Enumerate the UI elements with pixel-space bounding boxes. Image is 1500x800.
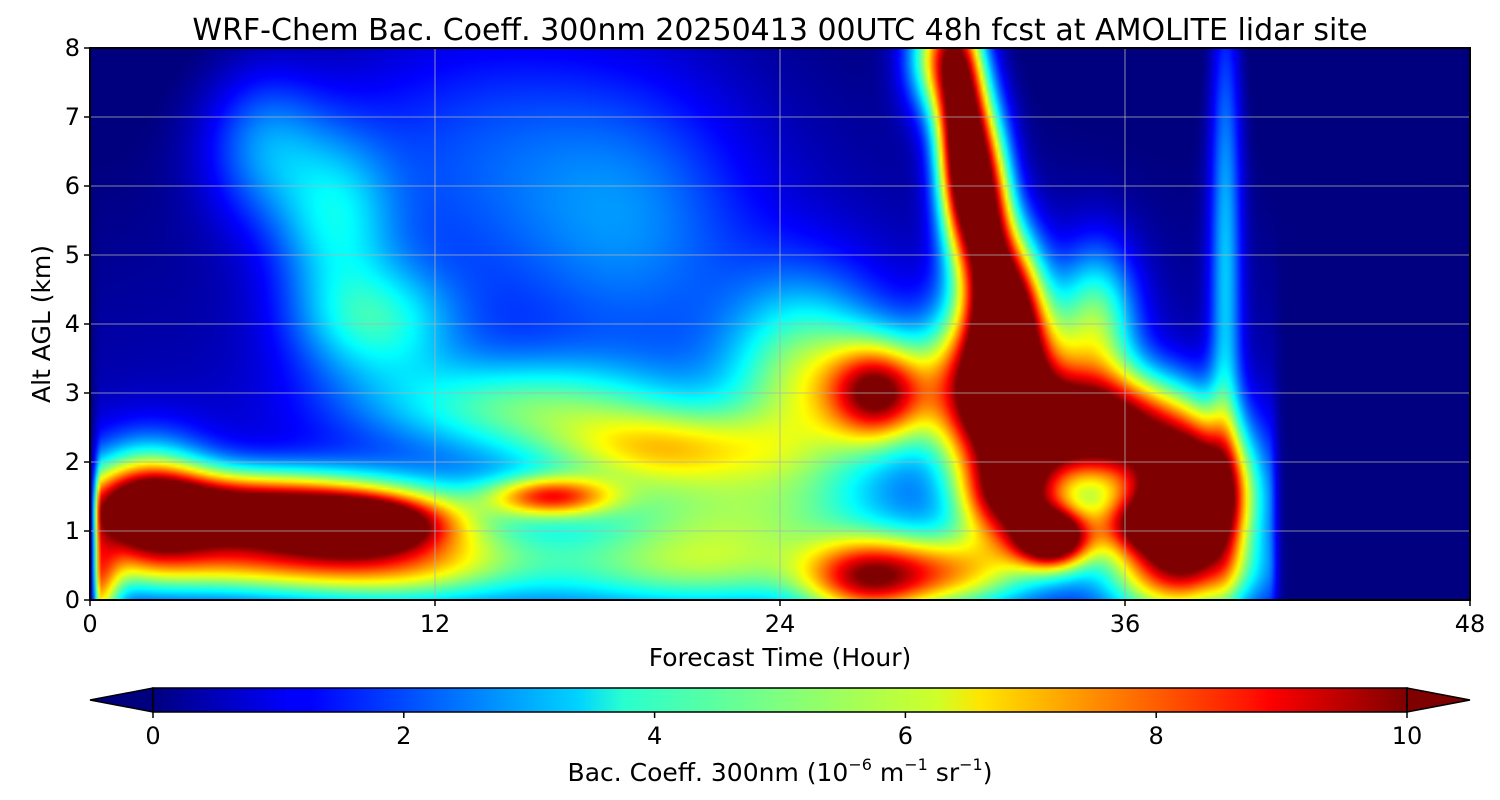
y-tick-label: 7 [65,103,80,131]
chart-title: WRF-Chem Bac. Coeff. 300nm 20250413 00UT… [192,13,1367,48]
colorbar-tick-label: 4 [647,722,662,750]
y-tick-label: 5 [65,241,80,269]
x-tick-label: 0 [82,610,97,638]
x-tick-label: 48 [1455,610,1486,638]
x-axis-ticks: 0 12 24 36 48 [82,600,1485,638]
colorbar-label-mid: m [872,758,904,787]
colorbar-over-triangle [1406,687,1471,713]
x-tick-label: 24 [765,610,796,638]
y-tick-label: 0 [65,586,80,614]
y-tick-label: 3 [65,379,80,407]
colorbar-tick-label: 10 [1392,722,1423,750]
colorbar-under-triangle [89,687,154,713]
x-axis-label: Forecast Time (Hour) [649,643,912,672]
x-tick-label: 36 [1110,610,1141,638]
y-tick-label: 2 [65,448,80,476]
colorbar-label-exp3: −1 [959,755,983,774]
colorbar-bar [152,687,1408,713]
y-tick-label: 4 [65,310,80,338]
colorbar: 0 2 4 6 8 10 Bac. Coeff. 300nm (10−6 m−1 sr−1… [89,687,1471,787]
colorbar-label-mid2: sr [928,758,960,787]
y-axis-label: Alt AGL (km) [27,245,56,403]
colorbar-tick-label: 6 [898,722,913,750]
plot-area [89,47,1471,601]
y-axis-ticks: 0 1 2 3 4 5 6 7 8 [65,34,90,614]
colorbar-tick-label: 8 [1149,722,1164,750]
y-tick-label: 6 [65,172,80,200]
colorbar-tick-label: 0 [145,722,160,750]
colorbar-tick-label: 2 [396,722,411,750]
y-tick-label: 8 [65,34,80,62]
colorbar-label-end: ) [983,758,993,787]
y-tick-label: 1 [65,517,80,545]
colorbar-label-exp1: −6 [848,755,872,774]
colorbar-label-main: Bac. Coeff. 300nm (10 [568,758,849,787]
colorbar-ticks: 0 2 4 6 8 10 [145,712,1422,750]
colorbar-label-exp2: −1 [904,755,928,774]
x-tick-label: 12 [420,610,451,638]
colorbar-label: Bac. Coeff. 300nm (10−6 m−1 sr−1) [568,755,993,787]
